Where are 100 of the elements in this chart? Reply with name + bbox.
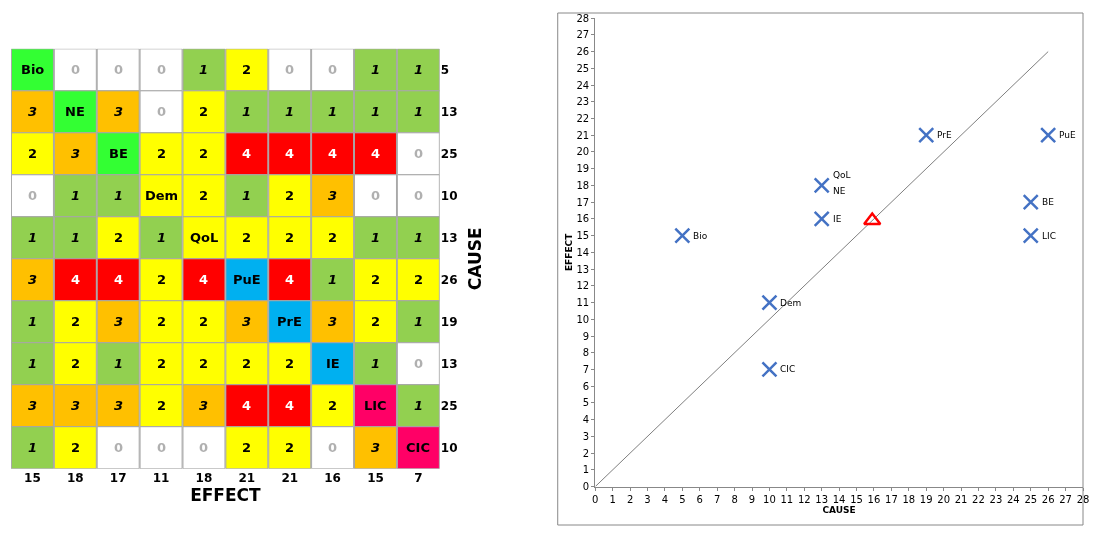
x-tick-label: 15 [850,493,863,505]
x-axis-title: EFFECT [190,484,262,505]
y-tick-label: 6 [582,380,590,392]
data-label: 0 [28,188,38,203]
data-label: 2 [285,188,295,203]
data-label: 1 [328,272,338,287]
y-tick-label: 18 [576,179,590,191]
data-label: 3 [28,398,38,413]
data-label: 2 [157,146,167,161]
data-label: 3 [199,398,209,413]
data-label: 2 [242,356,252,371]
data-label: 1 [199,62,209,77]
y2-tick-label: 25 [440,398,458,413]
x-tick-label: 16 [867,493,881,505]
data-label: 0 [157,440,167,455]
data-label: 0 [285,62,295,77]
annotation: PuE [1059,130,1076,140]
data-label: 2 [157,314,167,329]
data-label: 2 [71,440,81,455]
data-label: 2 [199,314,209,329]
x-tick-label: 13 [815,493,829,505]
text: QoL [190,230,219,245]
text: NE [65,104,85,119]
data-label: 2 [157,272,167,287]
point [813,210,830,228]
point [1022,227,1039,244]
data-label: 1 [414,104,424,119]
x-tick-label: 10 [763,493,776,505]
data-label: 1 [414,62,424,77]
data-label: 2 [285,230,295,245]
x-tick-label: 22 [972,493,985,505]
y2-tick-label: 5 [440,63,450,78]
data-label: 3 [328,188,338,203]
annotation: IE [833,214,842,224]
data-label: 1 [371,104,381,119]
y-axis-title: CAUSE [464,227,485,291]
x-tick-label: 18 [195,470,213,485]
y-tick-label: 20 [576,146,590,158]
data-label: 1 [28,314,38,329]
point [761,361,778,378]
data-label: 0 [414,146,424,161]
data-label: 2 [371,272,381,287]
data-label: 4 [285,398,295,413]
annotation: PrE [937,130,952,140]
data-label: 4 [371,146,381,161]
y-tick-label: 24 [576,79,590,91]
data-label: 1 [328,104,338,119]
text: PrE [277,314,302,329]
data-label: 2 [199,104,209,119]
point [813,177,830,194]
y-tick-label: 22 [576,113,590,125]
x-tick-label: 25 [1024,493,1038,505]
point [862,212,882,226]
x-tick-label: 1 [609,493,616,505]
data-label: 2 [71,356,81,371]
data-label: 2 [157,398,167,413]
data-label: 0 [71,62,81,77]
text: PuE [233,272,261,287]
x-axis-title: CAUSE [822,504,856,515]
data-label: 1 [242,188,252,203]
data-label: 3 [28,104,38,119]
data-label: 1 [414,230,424,245]
data-label: 1 [71,230,81,245]
data-label: 2 [114,230,124,245]
x-tick-label: 28 [1076,493,1090,505]
x-tick-label: 5 [679,493,686,505]
point [1022,193,1039,211]
x-tick-label: 21 [238,470,256,485]
x-tick-label: 18 [66,470,84,485]
data-label: 1 [414,314,424,329]
y-tick-label: 4 [582,414,590,426]
y-tick-label: 21 [576,129,590,141]
x-tick-label: 7 [713,493,721,505]
annotation: NE [833,186,846,196]
data-label: 0 [371,188,381,203]
y-tick-label: 28 [576,12,590,24]
y-tick-label: 9 [582,330,590,342]
y-tick-label: 17 [576,196,590,208]
data-label: 1 [371,356,381,371]
text: BE [109,146,128,161]
data-label: 3 [28,272,38,287]
data-label: 1 [414,398,424,413]
y-tick-label: 25 [576,62,590,74]
y-tick-label: 26 [576,46,590,58]
y-tick-label: 12 [576,280,590,292]
text: LIC [364,398,387,413]
x-tick-label: 0 [592,493,599,505]
x-tick-label: 15 [367,470,384,485]
data-label: 3 [328,314,338,329]
data-label: 2 [371,314,381,329]
data-label: 1 [371,62,381,77]
data-label: 0 [199,440,209,455]
data-label: 1 [28,230,38,245]
x-tick-label: 14 [832,493,846,505]
y2-tick-label: 13 [440,105,458,120]
data-label: 1 [371,230,381,245]
x-tick-label: 17 [109,470,127,485]
data-label: 2 [242,62,252,77]
y2-tick-label: 10 [440,440,458,455]
annotation: Bio [693,231,708,241]
